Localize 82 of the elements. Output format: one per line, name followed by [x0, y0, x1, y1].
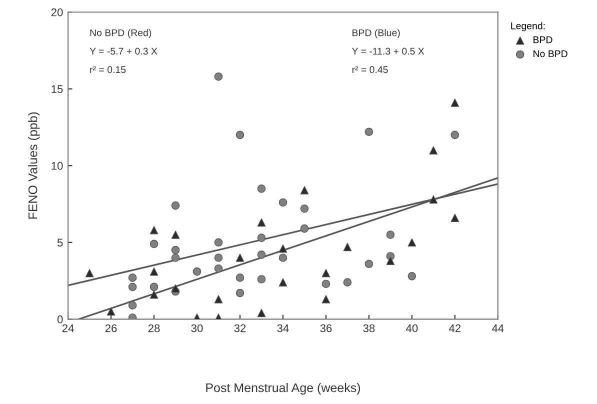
y-axis-title: FENO Values (ppb)	[28, 112, 40, 219]
point	[408, 272, 416, 280]
point	[236, 130, 244, 140]
point	[85, 268, 94, 278]
annotation: r² = 0.45	[352, 66, 388, 74]
point	[429, 195, 438, 204]
y-tick-label: 15	[52, 85, 63, 94]
point	[300, 224, 309, 233]
point	[192, 267, 202, 276]
y-tick-label: 0	[57, 315, 63, 324]
point	[150, 282, 158, 292]
point	[106, 307, 116, 316]
point	[128, 274, 137, 282]
point	[214, 238, 223, 247]
annotation: BPD (Blue)	[352, 29, 400, 38]
y-tick-label: 5	[57, 238, 63, 247]
x-tick-label: 42	[448, 324, 461, 332]
annotation: Y = -5.7 + 0.3 X	[90, 48, 158, 55]
point	[257, 234, 266, 242]
x-tick-label: 38	[363, 324, 375, 332]
point	[450, 214, 460, 222]
point	[128, 301, 137, 310]
point	[150, 240, 158, 248]
point	[257, 184, 266, 193]
point	[150, 290, 158, 299]
point	[278, 198, 288, 207]
point	[257, 250, 266, 259]
point	[343, 242, 352, 252]
annotation: Y = -11.3 + 0.5 X	[352, 48, 424, 55]
point	[171, 230, 180, 239]
x-tick-label: 24	[62, 324, 74, 332]
point	[300, 204, 309, 213]
point	[450, 98, 460, 107]
x-axis-title: Post Menstrual Age (weeks)	[206, 382, 360, 395]
point	[257, 308, 266, 318]
point	[171, 284, 180, 293]
point	[343, 278, 352, 286]
x-tick-label: 28	[148, 324, 160, 332]
point	[128, 282, 137, 292]
point	[278, 278, 288, 286]
y-tick-label: 20	[51, 8, 63, 16]
point	[257, 218, 266, 227]
point	[150, 226, 158, 234]
legend-title: Legend:	[511, 22, 545, 32]
point	[236, 254, 244, 262]
point	[322, 268, 330, 278]
point	[386, 256, 395, 265]
point	[450, 130, 460, 140]
point	[322, 280, 330, 288]
x-tick-label: 36	[320, 324, 332, 332]
point	[257, 275, 266, 284]
point	[171, 254, 180, 262]
x-tick-label: 44	[492, 324, 504, 332]
x-tick-label: 34	[277, 324, 289, 332]
point	[364, 128, 374, 136]
point	[236, 288, 244, 298]
annotation: r² = 0.15	[90, 66, 126, 74]
point	[300, 186, 309, 194]
legend-label: BPD	[534, 36, 552, 44]
point	[278, 254, 288, 262]
x-tick-label: 26	[105, 324, 117, 332]
point	[171, 246, 180, 254]
point	[171, 201, 180, 210]
point	[214, 264, 223, 273]
point	[214, 254, 223, 262]
y-tick-label: 10	[52, 162, 63, 170]
annotation: No BPD (Red)	[90, 29, 152, 38]
legend-label: No BPD	[534, 50, 568, 58]
x-tick-label: 30	[191, 324, 203, 332]
point	[150, 267, 158, 276]
point	[429, 146, 438, 154]
x-tick-label: 40	[406, 324, 418, 332]
point	[408, 238, 416, 247]
point	[214, 295, 223, 304]
point	[278, 244, 288, 253]
point	[128, 313, 137, 320]
point	[322, 295, 330, 304]
point	[364, 260, 374, 268]
x-tick-label: 32	[234, 324, 246, 332]
point	[214, 72, 223, 81]
point	[236, 274, 244, 282]
point	[386, 230, 395, 239]
